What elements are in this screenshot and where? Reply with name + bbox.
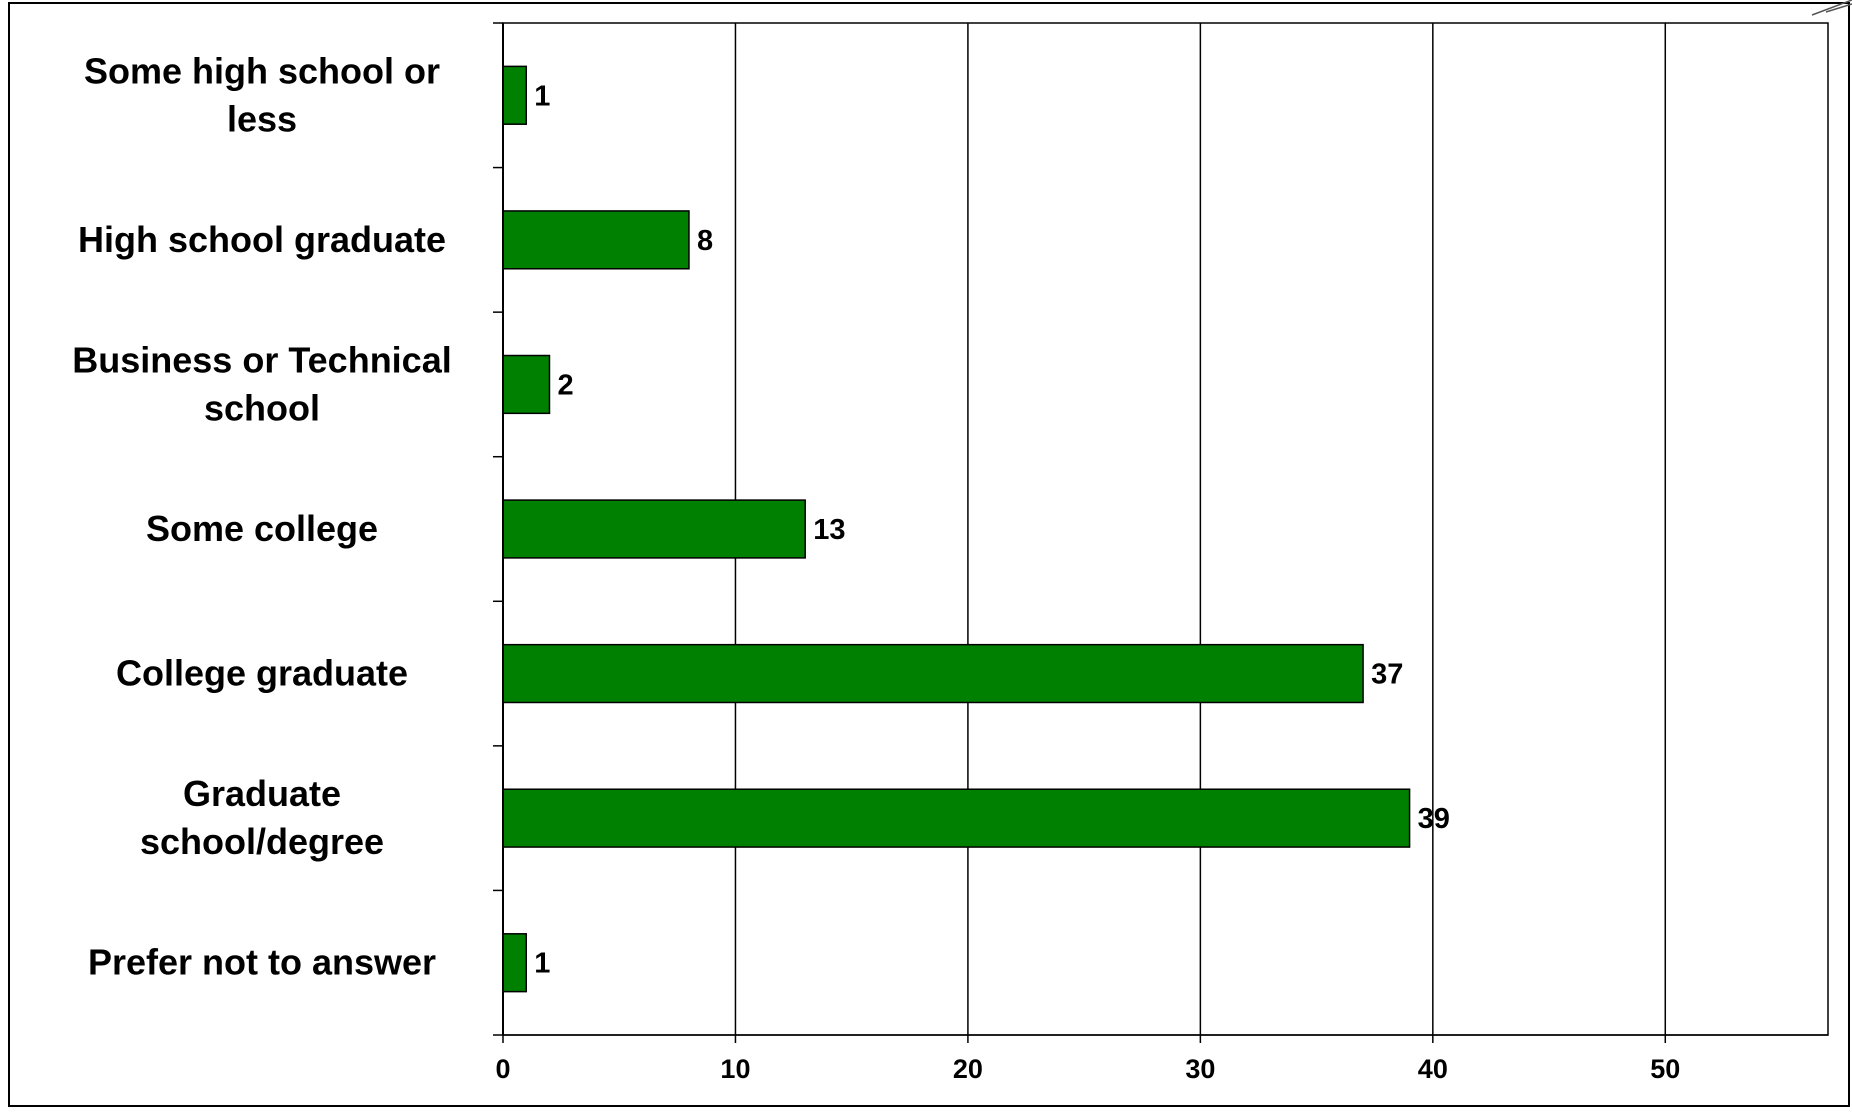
category-label-line: school/degree	[140, 821, 384, 862]
data-label: 13	[813, 514, 845, 546]
category-label: Graduate school/degree	[140, 773, 384, 862]
bar	[502, 65, 527, 125]
category-label-line: High school graduate	[78, 219, 446, 260]
category-label-line: Business or Technical	[72, 339, 451, 380]
bar	[502, 643, 1364, 704]
data-label: 1	[534, 948, 550, 980]
category-label-line: College graduate	[116, 653, 408, 694]
data-label: 39	[1418, 803, 1450, 835]
frame-corner-fold	[1811, 0, 1852, 16]
x-tick-label: 30	[1185, 1054, 1215, 1084]
category-label: Business or Technical school	[72, 339, 451, 428]
labels: 0 10 20 30 40 50 1 Some high school or less 8 High…	[72, 50, 1680, 1084]
x-tick-label: 40	[1418, 1054, 1448, 1084]
category-label: Some college	[146, 508, 378, 549]
bar	[502, 499, 806, 559]
bar	[502, 354, 551, 415]
category-label: Prefer not to answer	[88, 942, 436, 983]
bar	[502, 210, 690, 270]
category-label: High school graduate	[78, 219, 446, 260]
category-label-line: school	[204, 387, 320, 428]
data-label: 8	[697, 225, 713, 257]
category-label-line: Some college	[146, 508, 378, 549]
category-label: Some high school or less	[84, 50, 440, 139]
category-label-line: Graduate	[183, 773, 341, 814]
bar	[502, 933, 527, 993]
x-tick-label: 10	[720, 1054, 750, 1084]
bar	[502, 788, 1411, 848]
x-tick-label: 50	[1650, 1054, 1680, 1084]
data-label: 37	[1371, 659, 1403, 691]
category-label-line: less	[227, 98, 297, 139]
category-label-line: Prefer not to answer	[88, 942, 436, 983]
x-tick-label: 0	[495, 1054, 510, 1084]
data-label: 2	[557, 369, 573, 401]
axes	[493, 22, 1828, 1043]
bars	[502, 65, 1411, 993]
category-label-line: Some high school or	[84, 50, 440, 91]
data-label: 1	[534, 80, 550, 112]
x-tick-label: 20	[953, 1054, 983, 1084]
category-label: College graduate	[116, 653, 408, 694]
